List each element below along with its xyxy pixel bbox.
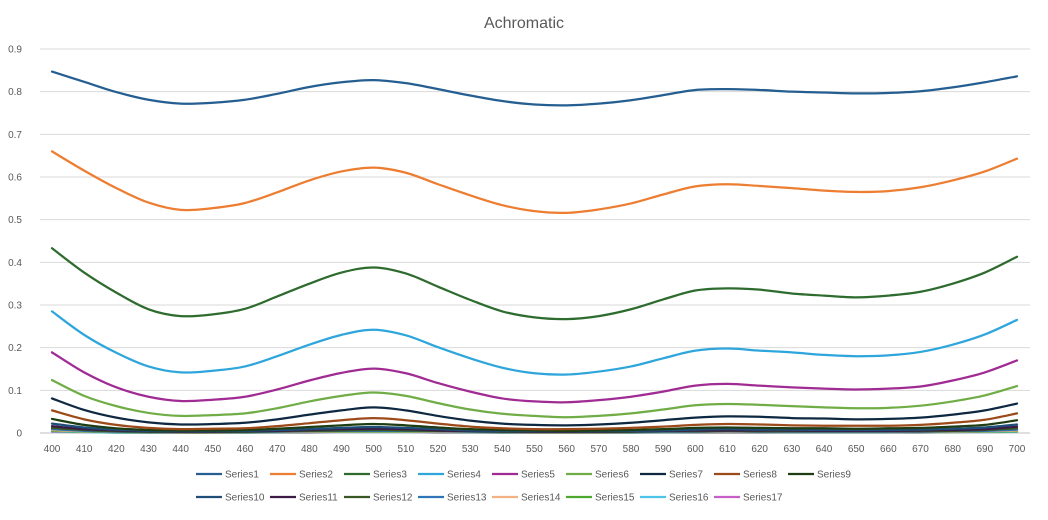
y-tick-label: 0.8 — [8, 87, 22, 98]
legend-label: Series5 — [521, 470, 555, 481]
legend-entry: Series13 — [418, 493, 487, 504]
x-tick-label: 640 — [816, 444, 833, 455]
legend-entry: Series15 — [566, 493, 635, 504]
legend-label: Series8 — [743, 470, 777, 481]
series-line-6 — [50, 378, 1019, 419]
legend-entry: Series17 — [714, 493, 783, 504]
y-axis-tick-labels: 0 0.1 0.2 0.3 0.4 0.5 0.6 0.7 0.8 0.9 — [8, 45, 22, 440]
x-tick-label: 450 — [204, 444, 221, 455]
legend-label: Series16 — [669, 493, 709, 504]
y-tick-label: 0 — [16, 429, 22, 440]
y-tick-label: 0.6 — [8, 173, 22, 184]
x-tick-label: 430 — [140, 444, 157, 455]
legend-entry: Series5 — [492, 470, 555, 481]
legend-entry: Series8 — [714, 470, 777, 481]
y-tick-label: 0.7 — [8, 130, 22, 141]
x-tick-label: 540 — [494, 444, 511, 455]
series-line-5 — [50, 351, 1019, 404]
legend-entry: Series4 — [418, 470, 481, 481]
legend-entry: Series10 — [196, 493, 265, 504]
series-line-4 — [50, 310, 1019, 376]
x-tick-label: 410 — [76, 444, 93, 455]
x-tick-label: 490 — [333, 444, 350, 455]
y-tick-label: 0.2 — [8, 343, 22, 354]
chart-title: Achromatic — [484, 15, 564, 32]
legend-label: Series12 — [373, 493, 413, 504]
x-tick-label: 660 — [880, 444, 897, 455]
legend-label: Series1 — [225, 470, 259, 481]
y-tick-label: 0.3 — [8, 301, 22, 312]
gridlines — [40, 48, 1030, 434]
x-tick-label: 680 — [944, 444, 961, 455]
legend-entry: Series16 — [640, 493, 709, 504]
legend-entry: Series7 — [640, 470, 703, 481]
legend-label: Series7 — [669, 470, 703, 481]
x-tick-label: 480 — [301, 444, 318, 455]
x-tick-label: 440 — [172, 444, 189, 455]
legend-entry: Series9 — [788, 470, 851, 481]
x-axis-tick-labels: 400 410 420 430 440 450 460 470 480 490 500 510 520 5… — [44, 444, 1026, 455]
legend-label: Series9 — [817, 470, 851, 481]
x-tick-label: 630 — [783, 444, 800, 455]
legend-label: Series11 — [299, 493, 338, 504]
x-tick-label: 550 — [526, 444, 543, 455]
legend-entry: Series11 — [270, 493, 338, 504]
x-tick-label: 650 — [848, 444, 865, 455]
legend-label: Series10 — [225, 493, 265, 504]
x-tick-label: 500 — [365, 444, 382, 455]
x-tick-label: 620 — [751, 444, 768, 455]
x-tick-label: 610 — [719, 444, 736, 455]
legend-label: Series17 — [743, 493, 783, 504]
legend-label: Series2 — [299, 470, 333, 481]
x-tick-label: 670 — [912, 444, 929, 455]
series-line-9 — [50, 417, 1019, 432]
legend-label: Series13 — [447, 493, 487, 504]
legend-label: Series6 — [595, 470, 629, 481]
x-tick-label: 510 — [397, 444, 414, 455]
x-tick-label: 520 — [430, 444, 447, 455]
series-line-2 — [50, 150, 1019, 215]
series-line-3 — [50, 247, 1019, 321]
series-lines — [50, 70, 1019, 434]
x-tick-label: 600 — [687, 444, 704, 455]
y-tick-label: 0.1 — [8, 386, 22, 397]
y-tick-label: 0.9 — [8, 45, 22, 56]
x-tick-label: 570 — [590, 444, 607, 455]
series-line-1 — [50, 70, 1019, 107]
legend-entry: Series14 — [492, 493, 561, 504]
y-tick-label: 0.4 — [8, 258, 22, 269]
legend-label: Series4 — [447, 470, 481, 481]
legend-label: Series3 — [373, 470, 407, 481]
x-tick-label: 530 — [462, 444, 479, 455]
legend-entry: Series3 — [344, 470, 407, 481]
legend-entry: Series2 — [270, 470, 333, 481]
x-tick-label: 590 — [655, 444, 672, 455]
legend: Series1 Series2 Series3 Series4 Series5 Serie… — [196, 470, 851, 504]
legend-entry: Series6 — [566, 470, 629, 481]
x-tick-label: 400 — [44, 444, 61, 455]
y-tick-label: 0.5 — [8, 215, 22, 226]
legend-label: Series14 — [521, 493, 561, 504]
x-tick-label: 470 — [269, 444, 286, 455]
x-tick-label: 420 — [108, 444, 125, 455]
x-tick-label: 460 — [237, 444, 254, 455]
legend-entry: Series1 — [196, 470, 259, 481]
series-line-7 — [50, 397, 1019, 427]
legend-entry: Series12 — [344, 493, 413, 504]
legend-label: Series15 — [595, 493, 635, 504]
x-tick-label: 580 — [623, 444, 640, 455]
x-tick-label: 700 — [1009, 444, 1026, 455]
x-tick-label: 690 — [976, 444, 993, 455]
x-tick-label: 560 — [558, 444, 575, 455]
series-line-8 — [50, 409, 1019, 431]
